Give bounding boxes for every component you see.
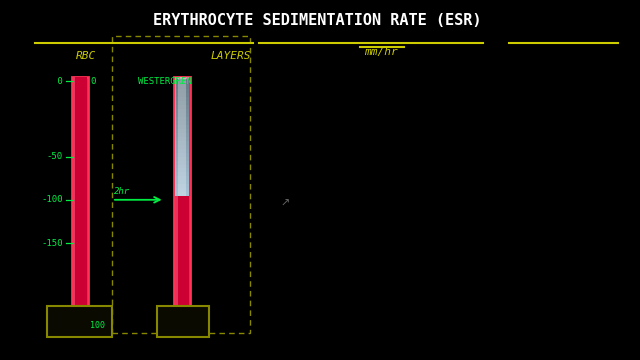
Bar bbox=[175, 101, 189, 105]
Bar bbox=[175, 145, 189, 149]
Text: 2hr: 2hr bbox=[114, 187, 130, 196]
Bar bbox=[175, 121, 189, 125]
Bar bbox=[175, 157, 189, 161]
Bar bbox=[72, 77, 88, 323]
Bar bbox=[175, 165, 189, 168]
Bar bbox=[175, 180, 189, 184]
Text: LAYERS: LAYERS bbox=[210, 51, 251, 61]
Bar bbox=[47, 306, 112, 337]
Bar bbox=[175, 153, 189, 157]
Text: -100: -100 bbox=[41, 195, 63, 204]
Bar bbox=[175, 117, 189, 121]
Bar bbox=[175, 172, 189, 176]
Text: -50: -50 bbox=[47, 152, 63, 161]
Bar bbox=[175, 93, 189, 97]
Bar bbox=[175, 85, 189, 89]
Bar bbox=[175, 168, 189, 172]
Bar bbox=[175, 188, 189, 192]
Bar bbox=[175, 196, 178, 322]
Bar bbox=[175, 109, 189, 113]
Text: ↗: ↗ bbox=[280, 198, 289, 208]
Text: RBC: RBC bbox=[76, 51, 97, 61]
Text: 0: 0 bbox=[52, 77, 63, 85]
Bar bbox=[175, 141, 189, 145]
Bar bbox=[175, 161, 189, 165]
Bar bbox=[175, 196, 189, 322]
Bar bbox=[175, 81, 189, 85]
Bar bbox=[175, 113, 189, 117]
Bar bbox=[175, 97, 189, 101]
Bar bbox=[178, 77, 186, 196]
Text: -150: -150 bbox=[41, 238, 63, 248]
Text: mm/hr: mm/hr bbox=[364, 47, 397, 57]
Bar bbox=[175, 192, 189, 196]
Bar bbox=[175, 77, 189, 81]
Bar bbox=[175, 176, 189, 180]
Text: 0: 0 bbox=[90, 77, 95, 85]
Bar bbox=[157, 306, 209, 337]
Bar bbox=[175, 149, 189, 153]
Bar bbox=[175, 184, 189, 188]
Bar bbox=[175, 105, 189, 109]
Text: WESTERGREN: WESTERGREN bbox=[138, 77, 191, 85]
Bar bbox=[175, 133, 189, 137]
Bar bbox=[112, 36, 250, 333]
Bar bbox=[175, 129, 189, 133]
Bar bbox=[175, 125, 189, 129]
Bar bbox=[175, 89, 189, 93]
Bar bbox=[174, 77, 191, 323]
Bar bbox=[175, 137, 189, 141]
Bar bbox=[73, 77, 87, 322]
Bar bbox=[73, 77, 76, 322]
Text: 100: 100 bbox=[90, 321, 105, 330]
Text: ERYTHROCYTE SEDIMENTATION RATE (ESR): ERYTHROCYTE SEDIMENTATION RATE (ESR) bbox=[152, 13, 481, 28]
